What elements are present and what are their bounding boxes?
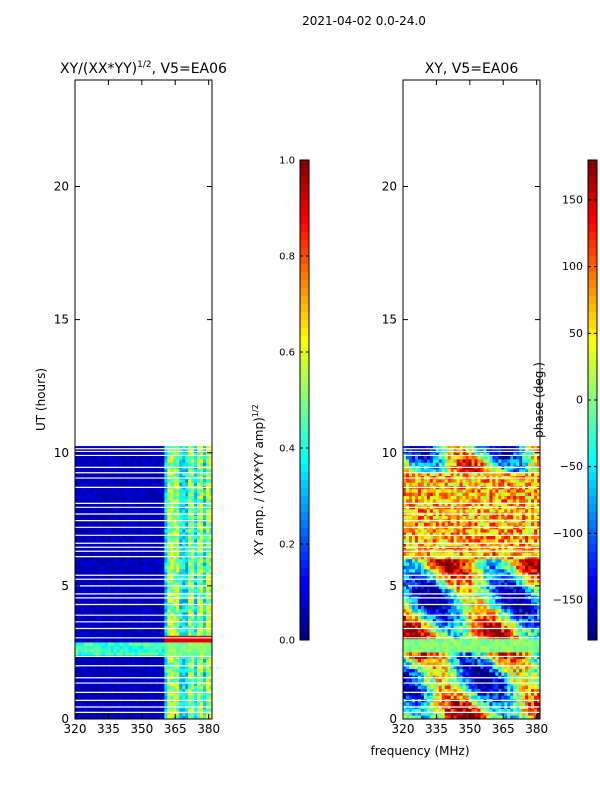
x-tick-label: 380 [197, 722, 220, 736]
axes-frame [74, 79, 213, 720]
x-tick-label: 335 [97, 722, 120, 736]
colorbar-label: XY amp. / (XX*YY amp)1/2 [251, 404, 266, 555]
x-tick-label: 380 [525, 722, 548, 736]
colorbar-tick-label: 0.2 [279, 540, 295, 551]
x-tick-label: 350 [458, 722, 481, 736]
y-tick-label: 10 [382, 446, 397, 460]
y-axis-label: UT (hours) [34, 368, 48, 431]
colorbar-tick-label: 0.4 [279, 444, 295, 455]
x-tick-label: 335 [425, 722, 448, 736]
colorbar-tick-label: 0.0 [279, 636, 295, 647]
colorbar-tick-label: 0.6 [279, 348, 295, 359]
y-tick-label: 20 [54, 180, 69, 194]
colorbar: 0.0 0.2 0.4 0.6 0.8 1.0 XY amp. / (XX*YY amp)1… [251, 156, 310, 647]
y-tick-label: 5 [61, 579, 69, 593]
x-axis-label: frequency (MHz) [370, 744, 469, 758]
colorbar-tick-label: 0.8 [279, 252, 295, 263]
colorbar-tick-label: 50 [569, 327, 583, 340]
colorbar-tick-label: −100 [553, 527, 583, 540]
x-tick-label: 365 [164, 722, 187, 736]
y-tick-label: 5 [389, 579, 397, 593]
x-tick-label: 320 [64, 722, 87, 736]
amplitude-heatmap [75, 446, 212, 719]
colorbar-frame [299, 159, 310, 641]
colorbar-tick-label: 100 [562, 260, 583, 273]
x-tick-label: 350 [130, 722, 153, 736]
y-tick-label: 20 [382, 180, 397, 194]
amplitude-panel: 320 335 350 365 380 0 5 10 15 20 XY/(XX*YY)1/2, V5… [34, 60, 310, 736]
colorbar-tick-label: 150 [562, 194, 583, 207]
colorbar-label: phase (deg.) [532, 362, 546, 438]
y-tick-label: 15 [54, 313, 69, 327]
x-tick-label: 365 [492, 722, 515, 736]
panel-title: XY/(XX*YY)1/2, V5=EA06 [60, 60, 227, 77]
figure-suptitle: 2021-04-02 0.0-24.0 [302, 14, 426, 28]
colorbar-tick-label: 1.0 [279, 156, 295, 167]
y-tick-label: 0 [389, 712, 397, 726]
phase-heatmap [403, 446, 540, 719]
colorbar: −150 −100 −50 0 50 100 150 phase (deg.) [532, 159, 598, 641]
x-tick-label: 320 [392, 722, 415, 736]
y-tick-label: 15 [382, 313, 397, 327]
panel-title: XY, V5=EA06 [425, 61, 519, 77]
colorbar-tick-label: −150 [553, 594, 583, 607]
y-tick-label: 10 [54, 446, 69, 460]
colorbar-tick-label: −50 [560, 460, 583, 473]
colorbar-tick-label: 0 [576, 394, 583, 407]
axes-frame [402, 79, 541, 720]
y-tick-label: 0 [61, 712, 69, 726]
